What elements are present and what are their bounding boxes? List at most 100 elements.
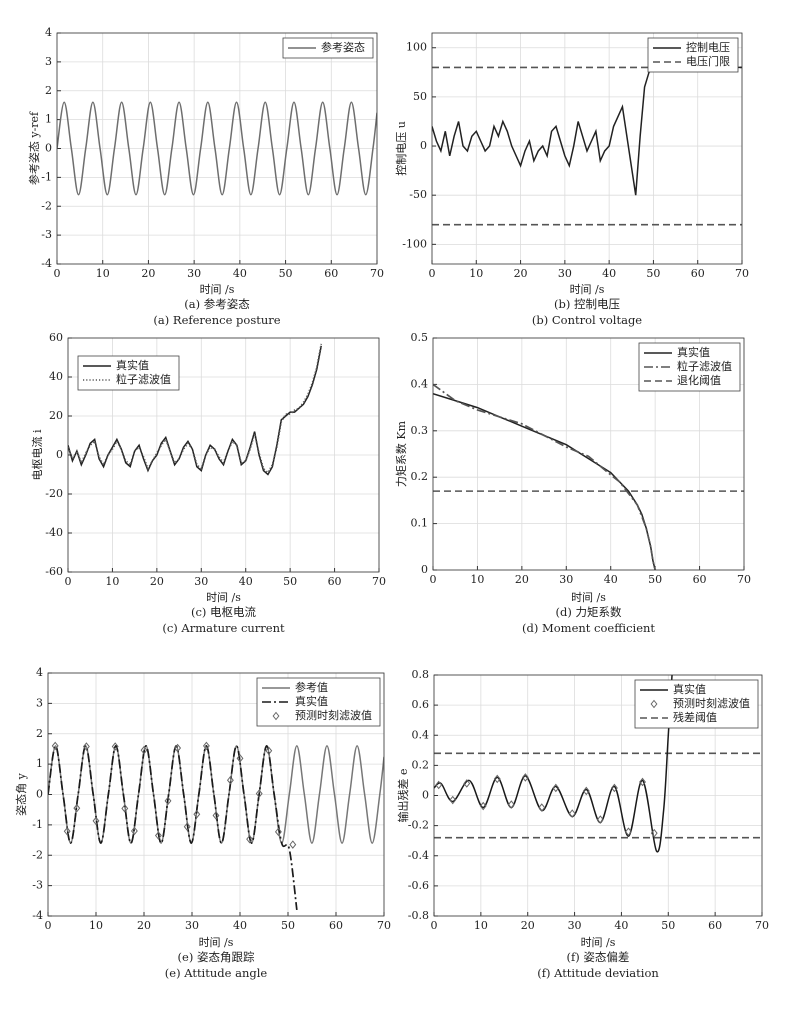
diamond-marker xyxy=(73,803,81,813)
y-tick-label: -1 xyxy=(41,170,52,183)
diamond-marker xyxy=(449,795,457,805)
y-tick-label: 0 xyxy=(36,788,43,801)
legend-box xyxy=(634,679,759,729)
y-axis-label: 控制电压 u xyxy=(394,121,408,176)
panel: 0 10 20 30 40 50 60 70 -100 -50 0 50 100 时间 /s(b) 控制电… xyxy=(394,32,749,327)
x-tick-label: 70 xyxy=(755,919,769,932)
x-tick-label: 30 xyxy=(558,267,572,280)
y-tick-label: -20 xyxy=(45,487,63,500)
y-tick-label: -4 xyxy=(32,909,43,922)
x-tick-label: 10 xyxy=(474,919,488,932)
plot xyxy=(433,383,744,570)
x-tick-label: 50 xyxy=(646,267,660,280)
caption-en: (c) Armature current xyxy=(162,621,285,635)
y-tick-label: 0.3 xyxy=(411,424,429,437)
diamond-marker xyxy=(463,779,471,788)
diamond-marker xyxy=(140,745,148,755)
axes-box xyxy=(431,32,743,265)
legend-label: 粒子滤波值 xyxy=(116,372,171,386)
diamond-marker xyxy=(111,742,119,751)
x-tick-label: 50 xyxy=(281,919,295,932)
caption: (e) 姿态角跟踪 xyxy=(178,950,255,964)
y-tick-label: -1 xyxy=(32,818,43,831)
plot xyxy=(434,675,762,853)
y-axis-label: 姿态角 y xyxy=(15,772,28,815)
diamond-marker xyxy=(255,789,263,798)
x-tick-label: 60 xyxy=(708,919,722,932)
diamond-marker xyxy=(625,827,632,836)
panel: 0 10 20 30 40 50 60 70 -4 -3 -2 -1 0 1 2 3 4 时间 /s(a) 参考姿… xyxy=(27,26,384,327)
x-tick-label: 70 xyxy=(737,573,751,586)
x-axis-label: 时间 /s xyxy=(581,936,616,949)
legend-box xyxy=(282,37,374,59)
x-axis-label: 时间 /s xyxy=(199,936,234,949)
x-tick-label: 10 xyxy=(105,575,119,588)
y-tick-label: 0.2 xyxy=(412,758,430,771)
legend-label: 控制电压 xyxy=(686,40,730,54)
legend-box xyxy=(638,342,741,392)
x-tick-label: 30 xyxy=(568,919,582,932)
diamond-marker xyxy=(246,834,254,844)
panel: 0 10 20 30 40 50 60 70 -4 -3 -2 -1 0 1 2 3 4 时间 /s(e) 姿态角… xyxy=(15,666,391,980)
diamond-marker xyxy=(236,754,244,763)
x-tick-label: 10 xyxy=(470,573,484,586)
diamond-marker xyxy=(274,827,282,837)
series-line xyxy=(432,66,742,196)
x-tick-label: 10 xyxy=(89,919,103,932)
plot xyxy=(68,343,323,476)
legend-box xyxy=(77,355,180,391)
y-tick-label: 2 xyxy=(45,84,52,97)
x-tick-label: 30 xyxy=(185,919,199,932)
x-tick-label: 40 xyxy=(233,919,247,932)
y-tick-label: 3 xyxy=(36,696,43,709)
y-tick-label: -0.6 xyxy=(408,879,429,892)
x-tick-label: 10 xyxy=(469,267,483,280)
x-tick-label: 60 xyxy=(691,267,705,280)
diamond-marker xyxy=(596,815,604,824)
caption-en: (e) Attitude angle xyxy=(165,966,268,980)
diamond-marker xyxy=(493,774,501,784)
series-line xyxy=(68,343,323,474)
x-tick-label: 60 xyxy=(693,573,707,586)
caption-en: (b) Control voltage xyxy=(532,313,642,327)
y-tick-label: 0 xyxy=(45,142,52,155)
x-tick-label: 70 xyxy=(735,267,749,280)
diamond-marker xyxy=(639,777,646,787)
legend-box xyxy=(647,37,739,73)
x-tick-label: 60 xyxy=(328,575,342,588)
y-tick-label: 60 xyxy=(49,331,63,344)
x-tick-label: 30 xyxy=(559,573,573,586)
x-tick-label: 0 xyxy=(431,919,438,932)
legend-label: 真实值 xyxy=(677,345,710,359)
caption-en: (a) Reference posture xyxy=(153,313,280,327)
y-axis-label: 力矩系数 Km xyxy=(395,420,408,487)
y-tick-label: 100 xyxy=(406,41,427,54)
legend-label: 真实值 xyxy=(116,358,149,372)
x-tick-label: 40 xyxy=(233,267,247,280)
x-tick-label: 20 xyxy=(150,575,164,588)
axes-box xyxy=(67,337,380,573)
diamond-marker xyxy=(552,783,560,793)
diamond-marker xyxy=(212,811,220,820)
y-tick-label: 0 xyxy=(421,563,428,576)
x-tick-label: 20 xyxy=(521,919,535,932)
x-tick-label: 70 xyxy=(377,919,391,932)
caption-en: (d) Moment coefficient xyxy=(522,621,655,635)
legend-label: 真实值 xyxy=(673,682,706,696)
diamond-marker xyxy=(265,746,273,756)
diamond-marker xyxy=(568,809,576,818)
diamond-marker xyxy=(121,804,129,813)
axes-box xyxy=(56,32,378,265)
series-line xyxy=(48,745,298,911)
legend-label: 粒子滤波值 xyxy=(677,359,732,373)
x-tick-label: 40 xyxy=(614,919,628,932)
diamond-marker xyxy=(521,773,529,782)
y-tick-label: -50 xyxy=(409,188,427,201)
diamond-marker xyxy=(130,826,138,836)
